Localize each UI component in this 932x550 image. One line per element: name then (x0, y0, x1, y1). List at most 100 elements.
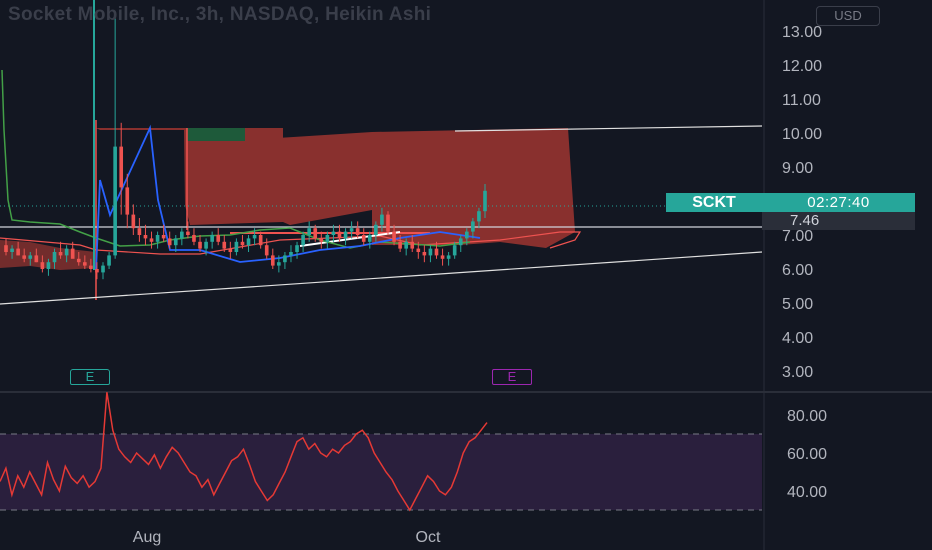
candle-body (131, 214, 136, 229)
candle-body (471, 221, 475, 232)
price-tick-label: 4.00 (782, 330, 813, 347)
candle-body (337, 231, 342, 239)
candle-body (34, 255, 39, 263)
candle-body (4, 245, 8, 252)
price-tick-label: 13.00 (782, 24, 822, 41)
candle-body (143, 235, 148, 239)
candle-body (101, 265, 105, 273)
candle-body (252, 235, 257, 239)
rsi-tick-label: 80.00 (787, 408, 827, 425)
candle-body (28, 255, 33, 259)
chart-title: Socket Mobile, Inc., 3h, NASDAQ, Heikin … (8, 4, 432, 25)
candle-body (452, 245, 457, 256)
candle-body (119, 146, 124, 188)
cloud-green-segment (187, 128, 245, 141)
candle-body (428, 248, 433, 256)
candle-body (398, 241, 402, 249)
candle-body (410, 241, 415, 249)
rsi-tick-label: 40.00 (787, 484, 827, 501)
candle-body (440, 255, 445, 259)
candle-body (307, 228, 311, 235)
candle-body (107, 255, 111, 266)
candle-body (477, 211, 481, 222)
candle-body (149, 238, 154, 242)
candle-body (283, 255, 287, 263)
price-tick-label: 11.00 (782, 92, 821, 109)
candle-body (458, 238, 463, 246)
candle-body (240, 241, 245, 246)
candle-body (386, 214, 390, 232)
candle-body (325, 235, 330, 242)
candle-body (89, 265, 93, 269)
earnings-marker-2[interactable]: E (492, 369, 532, 385)
candle-body (374, 224, 378, 235)
candle-body (434, 248, 439, 256)
candle-body (343, 231, 348, 239)
candle-body (16, 248, 20, 256)
candle-body (483, 190, 487, 212)
candle-body (22, 255, 27, 259)
candle-body (380, 214, 384, 225)
cloud-left (0, 240, 96, 270)
candle-body (52, 252, 57, 263)
candle-body (173, 238, 178, 246)
candle-body (361, 235, 366, 242)
candle-body (198, 241, 202, 249)
candle-body (58, 252, 63, 256)
candle-body (70, 248, 75, 259)
candle-body (76, 258, 81, 263)
candle-body (95, 269, 99, 273)
candle-body (258, 235, 263, 246)
candle-body (180, 231, 184, 239)
candle-body (295, 245, 299, 252)
candle-body (331, 231, 336, 235)
candle-body (246, 238, 251, 246)
candle-body (222, 241, 227, 249)
price-tick-label: 10.00 (782, 126, 822, 143)
candle-body (228, 248, 233, 252)
price-tick-label: 3.00 (782, 364, 813, 381)
candle-body (113, 146, 117, 256)
candle-body (137, 228, 142, 235)
candle-body (301, 235, 305, 246)
price-tick-label: 9.00 (782, 160, 813, 177)
candle-body (186, 231, 190, 235)
candle-body (64, 248, 69, 256)
candle-body (46, 262, 51, 269)
earnings-marker-1[interactable]: E (70, 369, 110, 385)
candle-body (234, 241, 239, 252)
candle-body (446, 255, 451, 259)
price-tick-label: 7.00 (782, 228, 813, 245)
candle-body (125, 187, 130, 215)
candle-body (319, 238, 324, 242)
candle-body (392, 231, 396, 242)
last-price-label: 7.46 (762, 212, 915, 230)
currency-selector[interactable]: USD (816, 6, 880, 26)
ticker-label: SCKT (666, 193, 762, 212)
rsi-tick-label: 60.00 (787, 446, 827, 463)
time-tick-label: Aug (133, 529, 161, 546)
rsi-band (0, 434, 762, 510)
candle-body (355, 228, 360, 235)
price-tick-label: 5.00 (782, 296, 813, 313)
candle-body (349, 228, 354, 232)
ichimoku-cloud (96, 128, 575, 248)
price-tick-label: 6.00 (782, 262, 813, 279)
candle-body (289, 252, 293, 256)
candle-body (464, 231, 469, 239)
bar-countdown: 02:27:40 (762, 193, 915, 212)
candle-body (155, 235, 160, 242)
candle-body (10, 248, 14, 252)
candle-body (270, 255, 275, 266)
candle-body (367, 235, 372, 242)
candle-body (277, 262, 281, 266)
candle-body (422, 252, 427, 256)
candle-body (161, 235, 166, 239)
candle-body (192, 235, 196, 242)
candle-body (204, 241, 208, 249)
candle-body (40, 262, 45, 269)
candle-body (210, 235, 214, 242)
candle-body (167, 238, 172, 246)
white-arrow (299, 231, 401, 247)
